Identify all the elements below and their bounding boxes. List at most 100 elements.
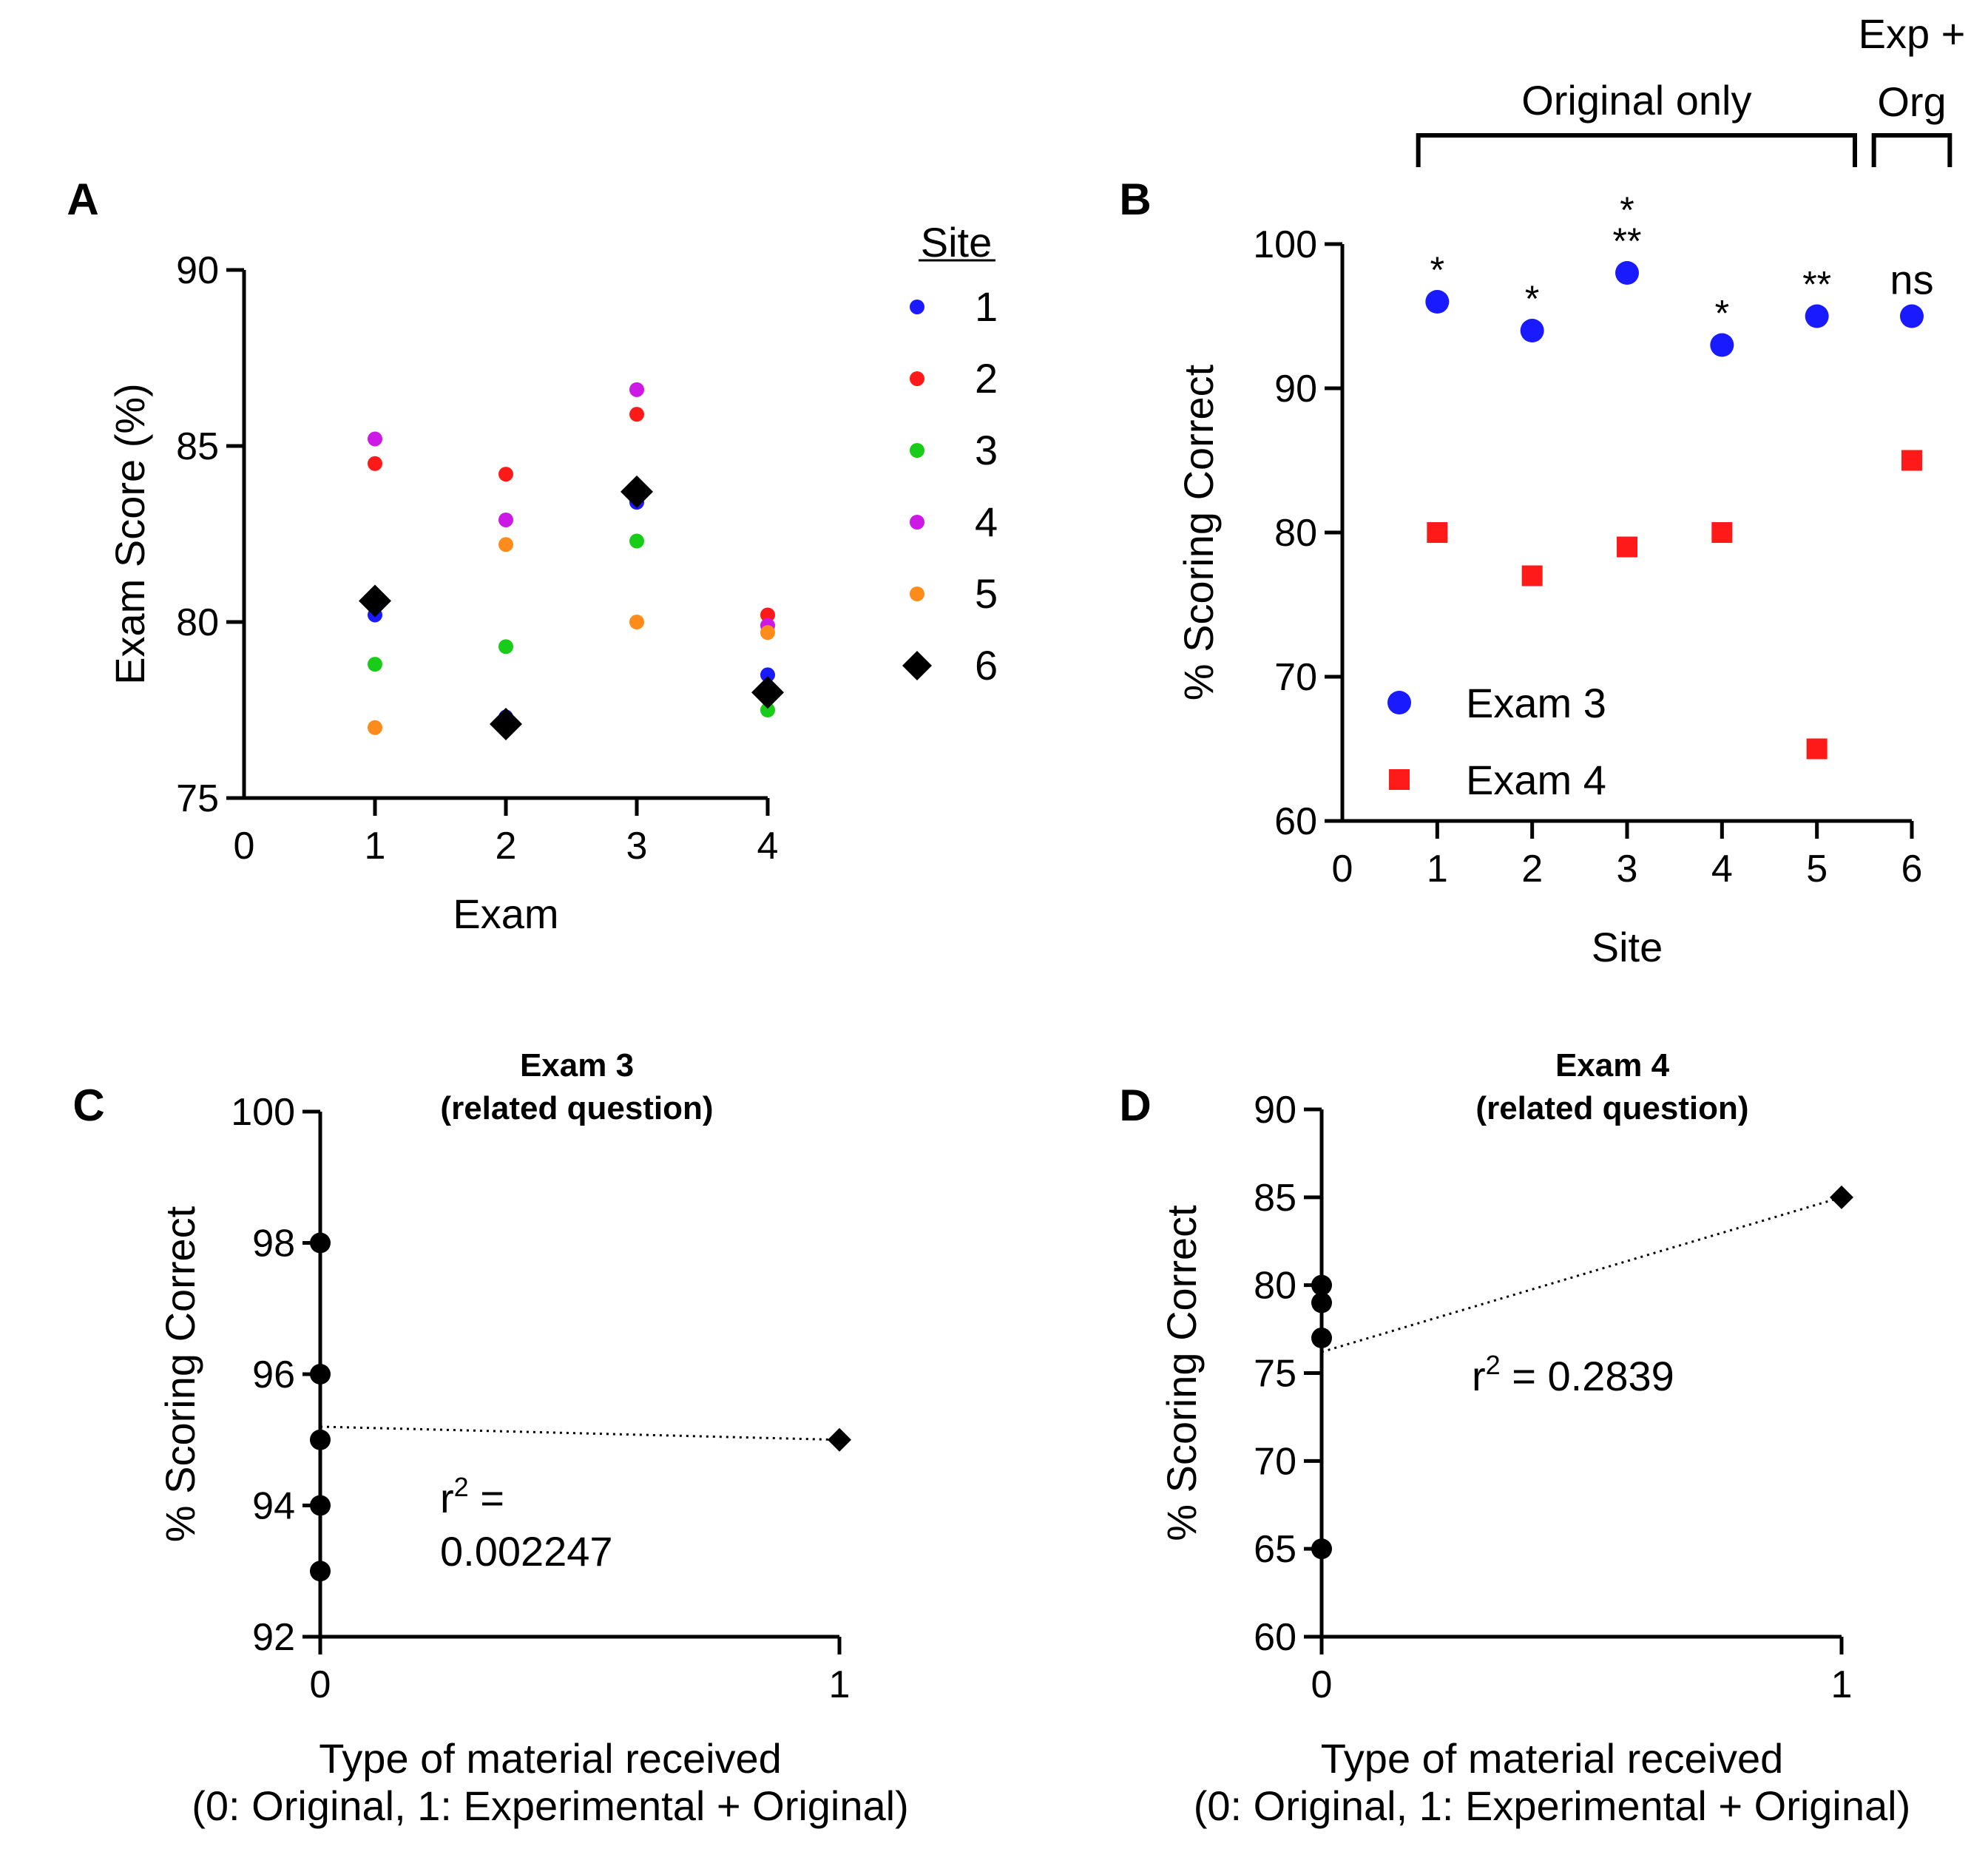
chart-title: Exam 3 (520, 1047, 634, 1084)
bracket-label: Original only (1521, 77, 1751, 124)
data-point (368, 431, 382, 447)
y-tick-label: 98 (252, 1223, 295, 1265)
data-point (498, 537, 513, 552)
x-axis-label: Type of material received (1321, 1735, 1784, 1782)
r-squared-annotation: r2 = 0.2839 (1472, 1350, 1674, 1399)
chart-title: (related question) (1475, 1090, 1748, 1126)
panel-b: 60 70 80 90 100 0 1 2 3 4 5 6 B Site % Scoring Correct… (1119, 10, 1965, 970)
x-axis-label: Type of material received (319, 1735, 782, 1782)
group-bracket (1416, 133, 1857, 167)
data-point (1615, 261, 1639, 285)
legend-marker (1389, 769, 1410, 790)
data-point (368, 657, 382, 672)
r-squared-annotation: r2 = (440, 1472, 504, 1521)
y-tick-label: 70 (1254, 1440, 1296, 1483)
legend-title: Site (921, 219, 993, 266)
data-point (310, 1429, 331, 1450)
bracket-label: Exp + (1859, 10, 1966, 57)
legend-label: 4 (975, 498, 998, 545)
x-tick-label: 0 (1332, 848, 1353, 890)
significance-mark: * (1620, 189, 1634, 231)
significance-mark: * (1525, 278, 1539, 320)
group-bracket (1871, 133, 1952, 167)
data-point (828, 1427, 851, 1452)
data-point (1311, 1292, 1332, 1314)
legend-label: 2 (975, 355, 998, 402)
y-tick-label: 100 (1253, 223, 1317, 266)
data-point (1311, 1327, 1332, 1348)
data-point (1901, 450, 1922, 471)
x-tick-label: 2 (496, 825, 517, 868)
legend-marker (910, 371, 924, 386)
data-point (1520, 319, 1544, 342)
y-tick-label: 75 (176, 777, 219, 820)
y-tick-label: 85 (176, 425, 219, 468)
y-tick-label: 85 (1254, 1177, 1296, 1220)
legend-label: Exam 3 (1466, 680, 1606, 726)
regression-line (320, 1425, 840, 1441)
data-point (621, 475, 653, 508)
y-tick-label: 92 (252, 1616, 295, 1659)
data-point (359, 584, 391, 618)
x-tick-label: 4 (757, 825, 779, 868)
data-point (368, 720, 382, 735)
y-axis-label: % Scoring Correct (157, 1206, 203, 1542)
y-axis-label: Exam Score (%) (106, 383, 153, 685)
y-axis-label: % Scoring Correct (1175, 364, 1222, 700)
data-point (760, 625, 775, 640)
data-point (1805, 304, 1829, 328)
regression-line (1321, 1196, 1842, 1353)
x-axis-label: (0: Original, 1: Experimental + Original… (192, 1782, 909, 1829)
x-axis-label: Exam (453, 890, 558, 937)
y-tick-label: 100 (231, 1091, 295, 1134)
panel-c: 92 94 96 98 100 0 1 C Exam 3 (related question) Ty… (72, 1047, 908, 1829)
bracket-label: Org (1877, 78, 1946, 125)
y-tick-label: 75 (1254, 1353, 1296, 1396)
data-point (1425, 290, 1450, 314)
data-point (1617, 536, 1637, 558)
y-tick-label: 70 (1274, 656, 1317, 699)
y-tick-label: 90 (1254, 1089, 1296, 1132)
x-tick-label: 2 (1521, 848, 1543, 890)
y-tick-label: 65 (1254, 1528, 1296, 1571)
chart-title: Exam 4 (1555, 1047, 1670, 1084)
y-axis-label: % Scoring Correct (1158, 1205, 1205, 1541)
panel-label: C (72, 1081, 104, 1130)
y-tick-label: 94 (252, 1485, 295, 1528)
y-tick-label: 80 (1274, 512, 1317, 555)
x-tick-label: 0 (1311, 1663, 1333, 1706)
legend-label: 3 (975, 427, 998, 473)
y-tick-label: 80 (176, 601, 219, 644)
data-point (1806, 738, 1828, 760)
data-point (629, 407, 644, 422)
legend-marker (910, 587, 924, 601)
data-point (1711, 522, 1733, 543)
legend-marker (910, 515, 924, 530)
x-tick-label: 1 (829, 1663, 851, 1706)
legend-marker (1387, 691, 1411, 714)
x-tick-label: 1 (365, 825, 386, 868)
significance-mark: ns (1890, 257, 1933, 303)
data-point (310, 1364, 331, 1385)
x-tick-label: 3 (626, 825, 648, 868)
data-point (310, 1495, 331, 1516)
panel-label: D (1119, 1081, 1151, 1130)
legend-label: 5 (975, 570, 998, 617)
data-point (490, 708, 522, 741)
legend-label: 6 (975, 642, 998, 689)
data-point (629, 615, 644, 629)
significance-mark: * (1715, 293, 1729, 334)
data-point (1900, 304, 1924, 328)
data-point (1830, 1185, 1853, 1209)
y-tick-label: 90 (176, 249, 219, 292)
r-squared-value: 0.002247 (440, 1528, 613, 1575)
legend-label: Exam 4 (1466, 757, 1606, 803)
x-tick-label: 3 (1617, 848, 1638, 890)
data-point (760, 667, 775, 683)
data-point (1427, 522, 1448, 543)
x-tick-label: 1 (1831, 1663, 1853, 1706)
data-point (751, 676, 784, 709)
panel-label: B (1119, 175, 1151, 224)
data-point (760, 607, 775, 623)
